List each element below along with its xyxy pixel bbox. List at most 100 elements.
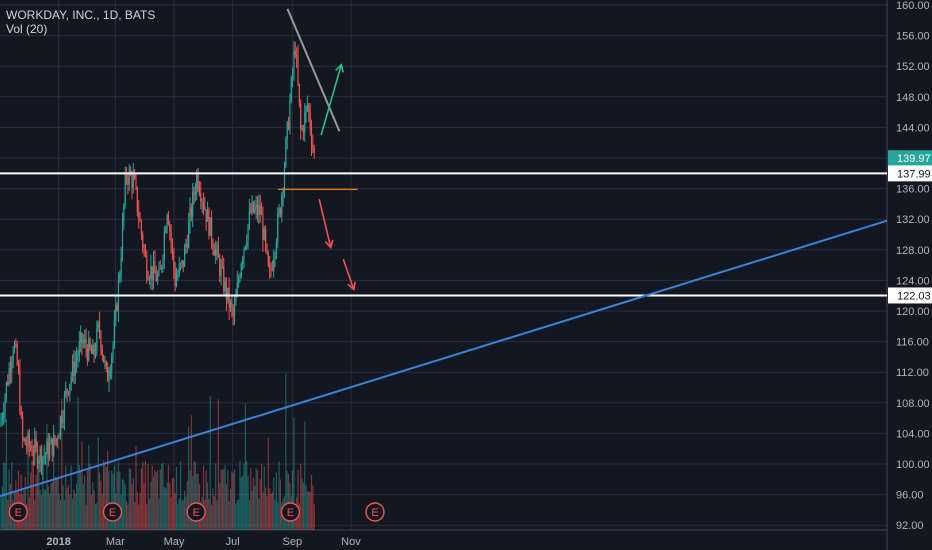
candle-body bbox=[111, 355, 113, 371]
volume-bar bbox=[32, 460, 34, 530]
volume-bar bbox=[265, 487, 267, 530]
bearish-arrow-2-shaft bbox=[342, 258, 355, 290]
candle-body bbox=[50, 438, 52, 445]
volume-bar bbox=[143, 483, 145, 530]
volume-bar bbox=[238, 499, 240, 530]
candle-body bbox=[113, 321, 115, 345]
candle-body bbox=[103, 354, 105, 363]
volume-bar bbox=[216, 500, 218, 530]
volume-bar bbox=[74, 493, 76, 530]
candle-body bbox=[92, 345, 94, 354]
candle-body bbox=[88, 338, 90, 361]
volume-bar bbox=[228, 501, 230, 530]
candle-body bbox=[248, 210, 250, 226]
volume-bar bbox=[154, 470, 156, 530]
volume-bar bbox=[179, 461, 182, 530]
price-axis-label-text: 122.03 bbox=[897, 290, 931, 302]
volume-bar bbox=[310, 474, 313, 530]
grid-lines bbox=[0, 0, 887, 530]
candle-body bbox=[28, 434, 30, 447]
y-axis-tick-label: 152.00 bbox=[896, 61, 930, 73]
volume-bar bbox=[92, 482, 94, 530]
candle-body bbox=[232, 307, 234, 316]
volume-bar bbox=[304, 421, 306, 530]
earnings-marker-circle bbox=[102, 502, 123, 522]
candle-body bbox=[157, 274, 159, 282]
candle-body bbox=[211, 217, 213, 242]
volume-bar bbox=[85, 504, 87, 530]
volume-bar bbox=[231, 471, 233, 530]
volume-bar bbox=[248, 500, 250, 530]
candle-body bbox=[98, 322, 101, 332]
volume-bar bbox=[134, 502, 136, 530]
volume-bar bbox=[73, 489, 75, 530]
candle-body bbox=[97, 322, 99, 328]
candle-body bbox=[215, 249, 217, 256]
y-axis-tick-label: 100.00 bbox=[896, 459, 930, 471]
bullish-arrow-head bbox=[335, 63, 344, 73]
volume-bar bbox=[277, 502, 279, 530]
volume-bar bbox=[255, 467, 257, 530]
volume-bar bbox=[186, 481, 188, 530]
candle-body bbox=[223, 266, 225, 292]
candle-body bbox=[283, 166, 286, 190]
volume-bar bbox=[301, 478, 303, 530]
candle-body bbox=[69, 384, 71, 394]
volume-bar bbox=[63, 500, 66, 530]
candle-body bbox=[242, 259, 244, 265]
volume-bar bbox=[292, 470, 294, 530]
bullish-arrow-shaft bbox=[320, 64, 343, 136]
volume-bar bbox=[213, 496, 215, 530]
candle-body bbox=[17, 364, 20, 371]
candle-body bbox=[57, 438, 59, 440]
volume-bar bbox=[174, 492, 176, 530]
volume-bar bbox=[194, 462, 196, 530]
candle-body bbox=[42, 457, 44, 468]
candle-body bbox=[243, 248, 245, 260]
candle-body bbox=[297, 56, 299, 84]
candle-body bbox=[300, 103, 302, 130]
candle-body bbox=[94, 351, 97, 355]
volume-bar bbox=[4, 463, 6, 530]
y-axis-tick-label: 96.00 bbox=[896, 490, 924, 502]
bearish-arrow-2-head bbox=[347, 281, 356, 292]
candle-body bbox=[246, 241, 248, 247]
candle-body bbox=[194, 192, 196, 195]
candle-body bbox=[66, 389, 68, 392]
volume-bar bbox=[202, 465, 205, 530]
y-axis-tick-label: 132.00 bbox=[896, 214, 930, 226]
candle-body bbox=[192, 191, 194, 217]
volume-bar bbox=[136, 491, 138, 530]
earnings-marker: E bbox=[280, 502, 301, 522]
candle-body bbox=[165, 229, 167, 233]
candle-body bbox=[277, 214, 279, 243]
volume-bar bbox=[147, 464, 149, 530]
candle-body bbox=[265, 229, 267, 245]
volume-bar bbox=[36, 465, 39, 530]
candle-body bbox=[216, 245, 218, 250]
candle-body bbox=[290, 77, 292, 102]
candle-body bbox=[140, 221, 142, 235]
volume-bar bbox=[259, 479, 261, 530]
candle-body bbox=[20, 411, 22, 417]
y-axis-tick-label: 156.00 bbox=[896, 31, 930, 43]
volume-bar bbox=[185, 496, 187, 530]
candle-body bbox=[85, 339, 87, 349]
candle-body bbox=[186, 244, 188, 248]
candle-body bbox=[310, 129, 313, 145]
candle-body bbox=[74, 362, 76, 376]
volume-bar bbox=[70, 465, 72, 530]
volume-bar bbox=[116, 471, 118, 530]
volume-bar bbox=[124, 484, 126, 530]
candle-body bbox=[238, 279, 240, 283]
candle-body bbox=[24, 438, 26, 445]
volume-bar bbox=[162, 462, 164, 530]
candle-body bbox=[54, 435, 56, 443]
volume-bar bbox=[112, 473, 114, 530]
volume-bar bbox=[8, 469, 10, 530]
volume-bar bbox=[146, 504, 148, 530]
volume-bar bbox=[0, 497, 2, 530]
bearish-arrow-1 bbox=[318, 199, 334, 250]
candle-body bbox=[220, 266, 222, 277]
